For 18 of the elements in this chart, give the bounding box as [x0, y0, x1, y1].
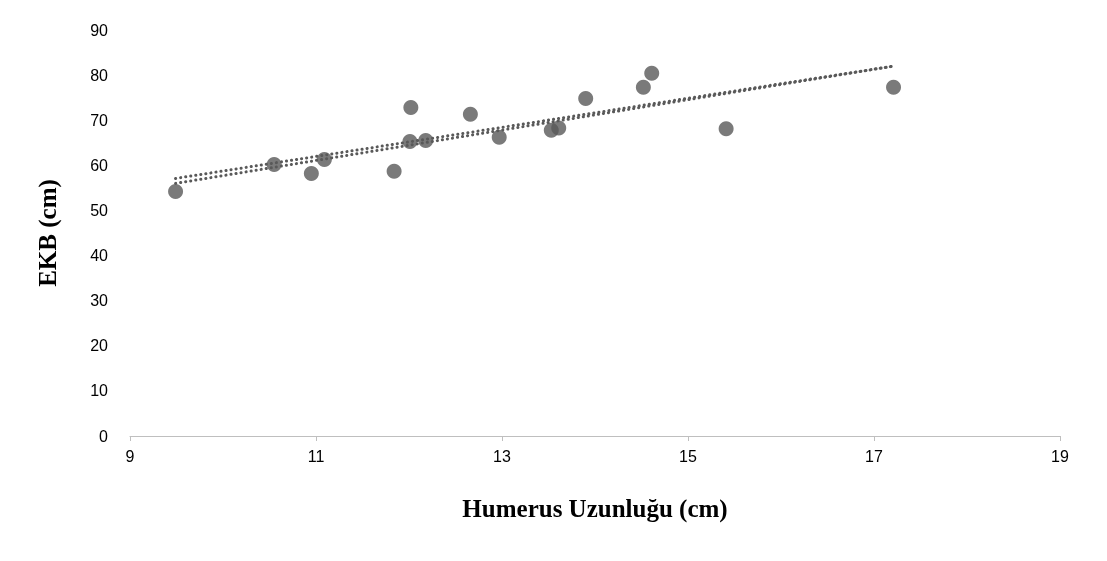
y-tick-label: 90 — [90, 21, 109, 39]
y-tick-label: 80 — [90, 66, 109, 84]
x-tick-label: 9 — [125, 447, 135, 465]
y-tick-label: 60 — [90, 156, 109, 174]
y-tick-label: 70 — [90, 111, 109, 129]
y-tick-label: 50 — [90, 201, 109, 219]
x-tick-label: 13 — [493, 447, 511, 465]
x-tick-label: 17 — [865, 447, 883, 465]
x-tick-label: 15 — [679, 447, 697, 465]
y-tick-label: 0 — [99, 427, 109, 445]
y-tick-label: 10 — [90, 382, 109, 400]
y-tick-label: 20 — [90, 337, 109, 355]
x-tick-label: 11 — [307, 447, 325, 465]
y-axis-title: EKB (cm) — [34, 179, 62, 287]
y-tick-label: 30 — [90, 292, 109, 310]
y-tick-label: 40 — [90, 247, 109, 265]
x-axis-title: Humerus Uzunluğu (cm) — [462, 495, 728, 523]
x-tick-label: 19 — [1051, 447, 1069, 465]
